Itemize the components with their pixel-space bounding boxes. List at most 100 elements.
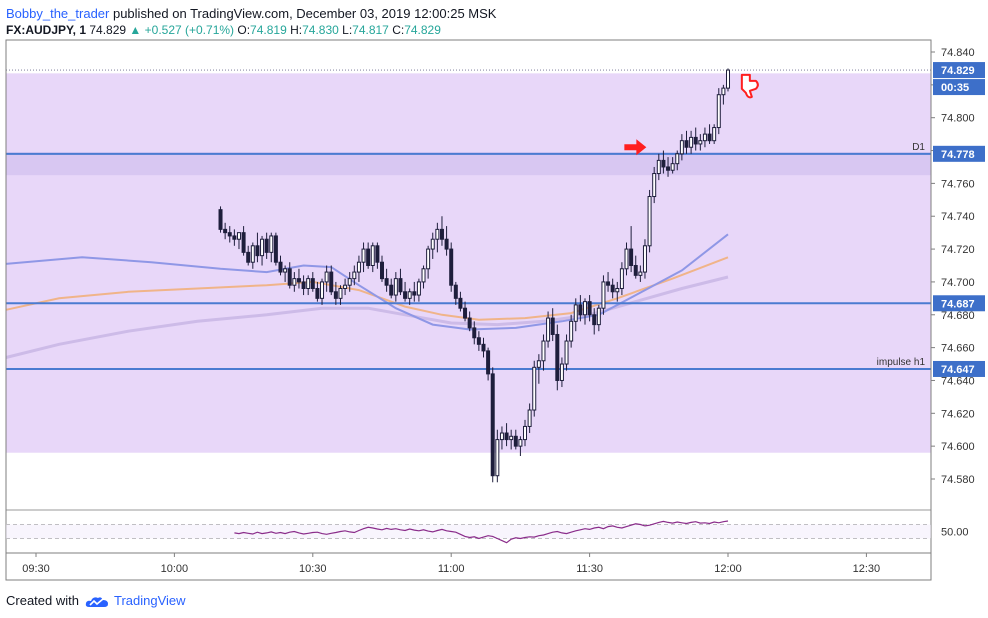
level-label: impulse h1 [877, 357, 926, 368]
candle [633, 255, 638, 279]
candle-body [712, 127, 717, 142]
candle-body [629, 248, 634, 266]
candle [333, 281, 338, 305]
candle [541, 334, 546, 371]
candle-body [366, 248, 371, 266]
candle-body [356, 261, 361, 273]
candle-body [463, 307, 468, 319]
created-with-text: Created with [6, 593, 79, 608]
candle [495, 429, 500, 483]
candle-body [338, 287, 343, 299]
candle [569, 314, 574, 348]
candle [707, 124, 712, 144]
candle [499, 426, 504, 450]
candle [236, 232, 241, 250]
candle [721, 84, 726, 105]
candle-body [467, 317, 472, 329]
candle-body [504, 432, 509, 441]
candle [532, 360, 537, 417]
candle [403, 281, 408, 302]
candle-body [223, 228, 228, 234]
level-price-badge-bg [933, 145, 985, 162]
candle-body [679, 140, 684, 155]
tradingview-brand-link[interactable]: TradingView [114, 593, 186, 608]
candle-body [439, 228, 444, 240]
candle-body [218, 209, 223, 230]
candle-body [264, 238, 269, 253]
candle-body [578, 304, 583, 316]
candle-body [532, 366, 537, 411]
candle-body [619, 268, 624, 289]
candle [467, 311, 472, 332]
candle-body [416, 281, 421, 296]
candle-body [499, 432, 504, 441]
candle [329, 265, 334, 296]
price-tick-label: 74.760 [941, 178, 975, 190]
candle-body [707, 133, 712, 142]
candle [218, 206, 223, 233]
candle [555, 324, 560, 391]
candle [619, 262, 624, 296]
candle [264, 232, 269, 259]
candle [407, 288, 412, 305]
close-value: 74.829 [404, 23, 441, 37]
candle-body [292, 278, 297, 286]
symbol-name[interactable]: FX:AUDJPY, 1 [6, 23, 87, 37]
open-value: 74.819 [250, 23, 287, 37]
candle-body [227, 232, 232, 237]
candle-body [324, 271, 329, 283]
candle-body [287, 268, 292, 286]
candle [296, 268, 301, 289]
candle [624, 242, 629, 276]
candle [652, 166, 657, 204]
candle-body [389, 284, 394, 296]
candle-body [370, 245, 375, 267]
candle [661, 150, 666, 174]
candle-body [273, 235, 278, 263]
candle [638, 265, 643, 282]
candle [246, 245, 251, 266]
candle-body [596, 307, 601, 326]
candle [241, 226, 246, 256]
candle-body [236, 232, 241, 240]
candle [559, 357, 564, 388]
candle-body [444, 238, 449, 250]
candle [273, 232, 278, 266]
candle-body [509, 435, 514, 441]
candle [416, 278, 421, 302]
time-tick-label: 11:30 [576, 563, 603, 575]
candle [366, 242, 371, 269]
price-tick-label: 74.800 [941, 113, 975, 125]
candle-body [250, 245, 255, 263]
publish-header: Bobby_the_trader published on TradingVie… [6, 5, 496, 22]
candle [356, 255, 361, 282]
time-tick-label: 10:30 [299, 563, 327, 575]
ma-blue-line [5, 233, 729, 331]
candle-body [702, 133, 707, 142]
candle [347, 272, 352, 292]
candle-body [513, 435, 518, 447]
price-tick-label: 74.640 [941, 375, 975, 387]
candle-body [587, 301, 592, 316]
change-text: ▲ +0.527 (+0.71%) [129, 23, 235, 37]
candle-body [666, 166, 671, 171]
candle-body [675, 153, 680, 165]
candle-body [449, 248, 454, 286]
candle-body [255, 245, 260, 257]
level-price-badge-bg [933, 295, 985, 312]
candle-body [476, 337, 481, 345]
candle-body [684, 140, 689, 148]
candle [370, 242, 375, 273]
open-label: O: [237, 23, 251, 37]
candle [716, 88, 721, 135]
candle-body [638, 271, 643, 276]
candle [550, 308, 555, 342]
author-link[interactable]: Bobby_the_trader [6, 6, 110, 21]
candle [439, 216, 444, 246]
candle [656, 153, 661, 181]
candle [324, 265, 329, 292]
candle [384, 268, 389, 292]
candle [361, 242, 366, 273]
last-price-badge: 74.829 [941, 65, 975, 77]
